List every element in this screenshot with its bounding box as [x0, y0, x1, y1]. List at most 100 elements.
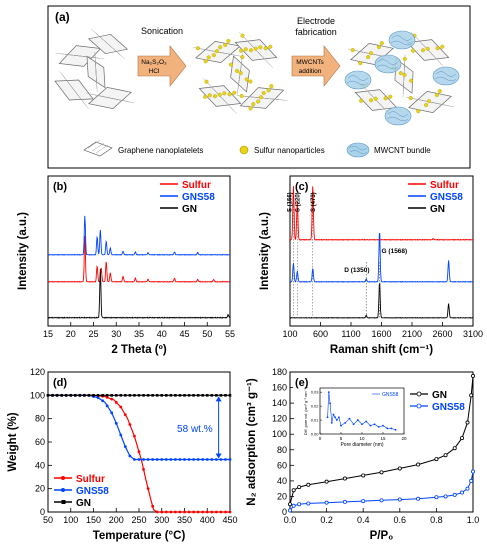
sheet-hatch — [95, 71, 98, 93]
data-point — [196, 394, 200, 397]
data-point — [201, 458, 205, 461]
x-tick-label: 2100 — [402, 329, 422, 339]
raman-peak-annotation: S (220) — [295, 192, 301, 212]
sulfur-nanoparticle — [388, 94, 393, 99]
sheet-hatch — [107, 43, 125, 59]
sheet-hatch — [236, 73, 241, 96]
mwcnt-bundle-body — [374, 54, 402, 74]
inset-x-tick-label: 20 — [401, 436, 407, 441]
data-point — [60, 394, 63, 397]
inset-data-point — [338, 416, 340, 419]
data-point — [379, 498, 384, 503]
mwcnt-bundle-tubes — [346, 75, 369, 86]
data-point — [178, 458, 182, 461]
mwcnt-bundle — [432, 66, 460, 86]
y-tick-label: 120 — [272, 414, 287, 424]
data-point — [297, 485, 302, 490]
x-tick-label: 200 — [109, 515, 124, 525]
sulfur-nanoparticle — [244, 77, 249, 82]
mwcnt-bundle-tubes — [386, 111, 409, 122]
data-point — [128, 394, 132, 397]
x-axis-label: Raman shift (cm⁻¹) — [330, 344, 433, 356]
data-point — [210, 510, 214, 514]
inset-x-axis-label: Pore diameter (nm) — [340, 442, 383, 448]
panel-label-bg — [51, 179, 77, 193]
x-tick-label: 100 — [282, 329, 297, 339]
inset-data-point — [356, 419, 359, 421]
inset-data-point — [329, 402, 331, 405]
data-point — [469, 478, 474, 483]
electrode-composite-drawing — [344, 30, 460, 126]
y-tick-label: 0 — [40, 507, 45, 517]
data-point — [205, 510, 209, 514]
data-point — [201, 510, 205, 514]
legend-mwcnt: MWCNT bundle — [374, 146, 431, 155]
sulfur-nanoparticle — [266, 88, 271, 93]
sulfur-nanoparticle — [229, 62, 233, 67]
sulfur-nanoparticle — [366, 55, 371, 60]
data-point — [128, 423, 132, 426]
inset-x-tick-label: 10 — [359, 436, 365, 441]
mwcnt-bundle-body — [432, 66, 460, 86]
data-point — [192, 510, 196, 514]
data-point — [137, 458, 141, 461]
data-point — [51, 394, 54, 397]
y-tick-label: 40 — [277, 476, 287, 486]
step2-reagent-2: addition — [299, 68, 322, 75]
x-tick-label: 1100 — [341, 329, 360, 339]
data-point — [224, 394, 227, 397]
sulfur-nanoparticle — [218, 45, 223, 50]
arrow-head-up — [215, 396, 222, 402]
weight-annotation: 58 wt.% — [177, 424, 213, 435]
data-point — [169, 394, 173, 397]
data-point — [205, 458, 209, 461]
raman-peak-annotation: D (1350) — [344, 267, 369, 274]
data-point — [114, 400, 118, 404]
data-point — [196, 510, 200, 514]
data-point — [164, 458, 168, 461]
panel-label-bg — [293, 375, 319, 389]
x-tick-label: 1600 — [371, 329, 391, 339]
raman-peak-annotation: S (473) — [311, 192, 317, 212]
mwcnt-legend-icon — [346, 142, 370, 158]
x-tick-label: 0.4 — [357, 515, 370, 525]
sulfur-nanoparticle — [203, 59, 208, 64]
process-arrow-1 — [137, 45, 187, 87]
data-point — [397, 497, 402, 502]
data-point — [169, 510, 173, 514]
y-tick-label: 20 — [277, 491, 287, 501]
data-point — [443, 453, 448, 458]
x-tick-label: 45 — [179, 329, 189, 339]
inset-data-point — [373, 423, 376, 426]
data-point — [361, 499, 366, 504]
y-tick-label: 20 — [35, 484, 45, 494]
sheet-hatch — [402, 75, 405, 98]
sulfur-nanoparticle — [235, 68, 239, 73]
sulfur-nanoparticle — [408, 96, 413, 101]
mwcnt-bundle — [374, 54, 402, 74]
graphene-sheet — [54, 71, 94, 109]
inset-data-point — [386, 427, 389, 430]
sheet-hatch — [255, 49, 274, 68]
data-point — [443, 494, 448, 499]
sulfur-nanoparticle — [261, 91, 266, 96]
graphene-sheet — [236, 84, 288, 111]
legend-marker — [61, 488, 65, 492]
sulfur-nanoparticle — [427, 99, 431, 104]
inset-data-point — [334, 416, 337, 419]
sulfur-nanoparticle — [373, 96, 378, 101]
x-tick-label: 100 — [63, 515, 78, 525]
sulfur-nanoparticle — [425, 46, 430, 51]
inset-x-tick-label: 5 — [340, 436, 343, 441]
sheet-hatch — [261, 97, 288, 101]
legend-label: Sulfur — [430, 180, 459, 191]
data-point — [160, 458, 164, 461]
x-tick-label: 1.0 — [467, 515, 480, 525]
graphene-sheet — [198, 78, 242, 114]
tga-chart: 50 100 150 200 250 300 350 400 450 0 20 40 60 80 100 12… — [7, 367, 238, 542]
inset-data-point — [332, 413, 335, 416]
inset-data-point — [335, 419, 338, 421]
data-point — [224, 458, 227, 461]
data-point — [224, 510, 227, 514]
